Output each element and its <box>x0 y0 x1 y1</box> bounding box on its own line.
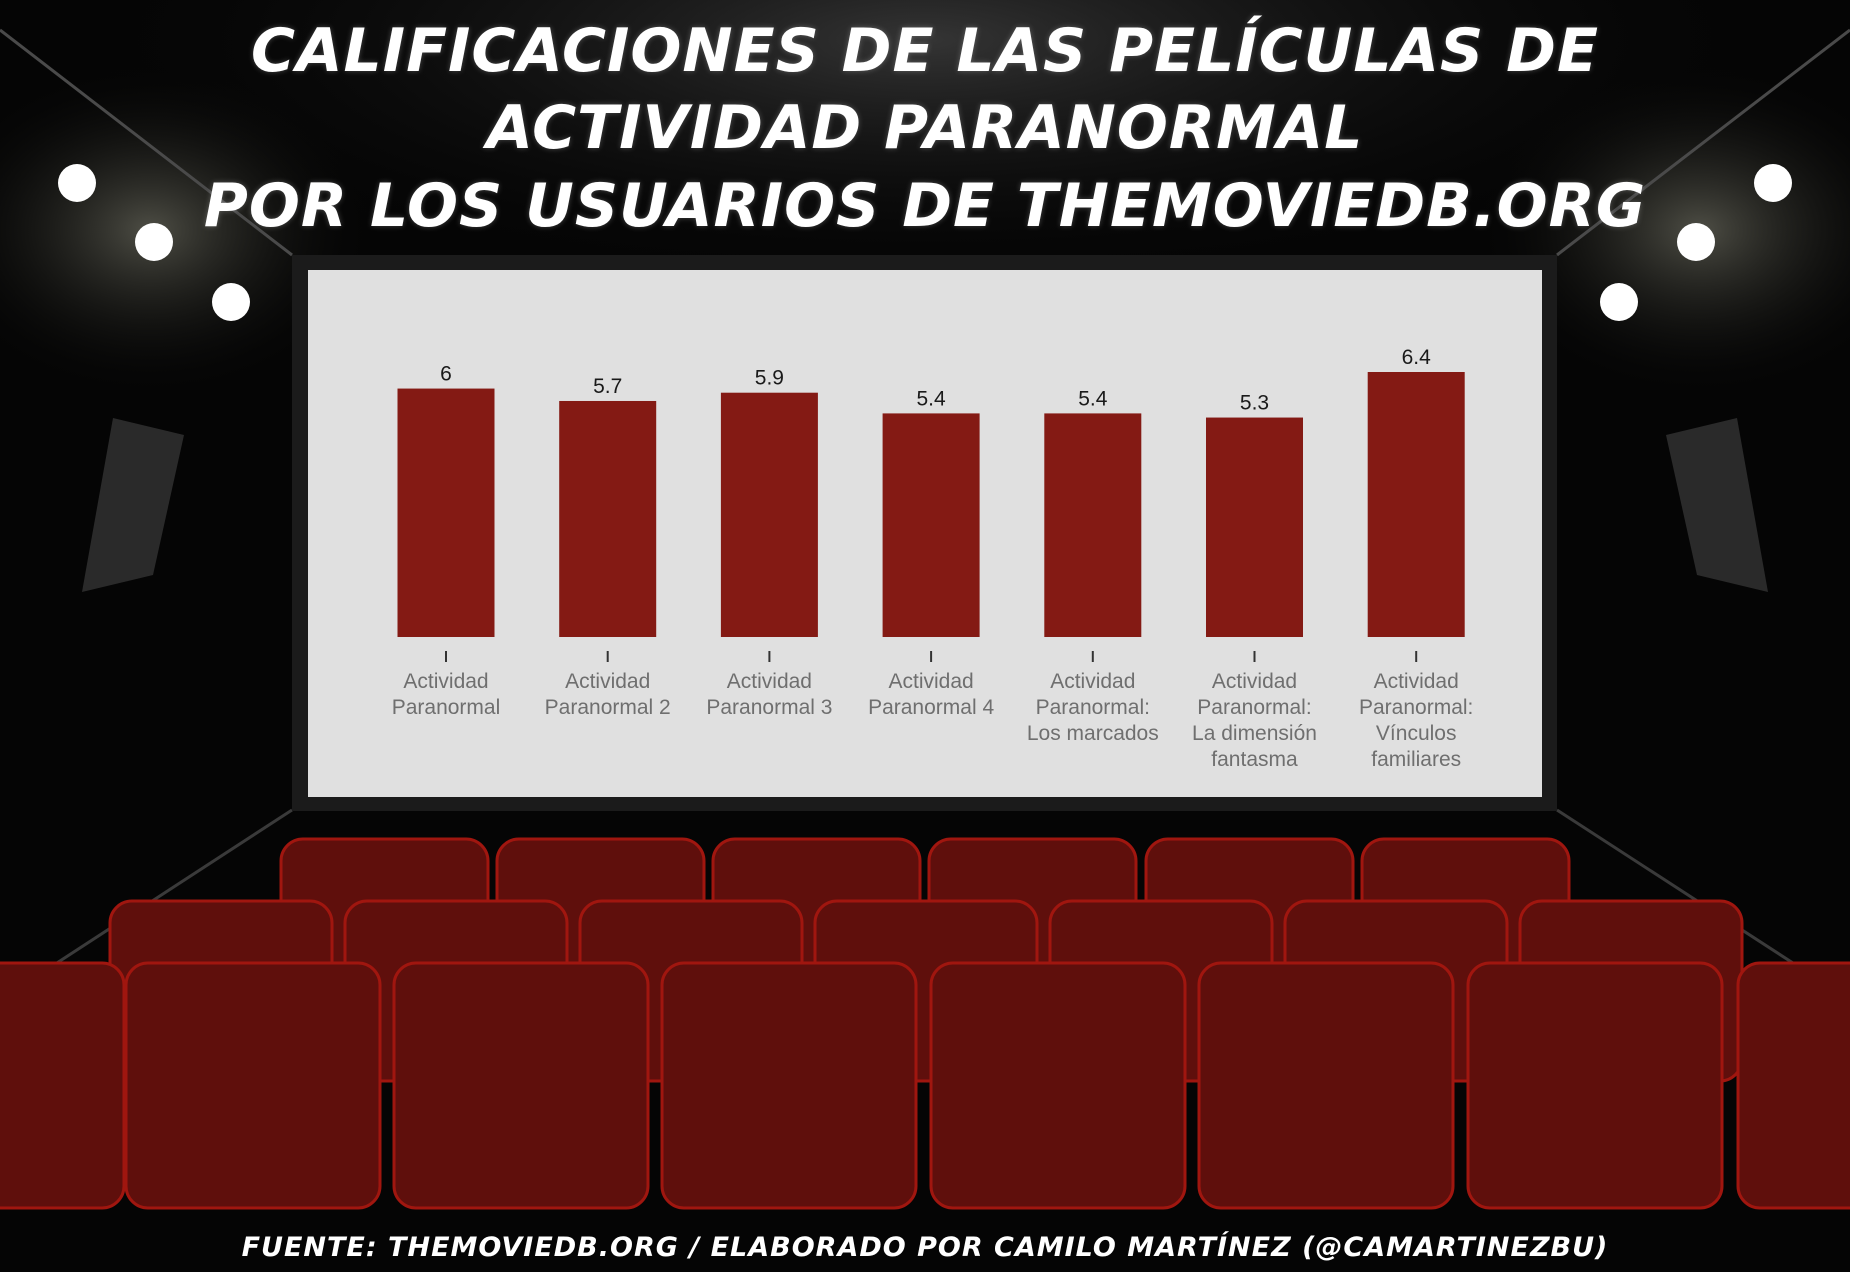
light-left-2 <box>135 223 173 261</box>
seat-row3-3 <box>660 961 918 1210</box>
x-tick-label-1: Actividad Paranormal <box>392 670 501 719</box>
seat-row3-7 <box>1736 961 1850 1210</box>
chart-title-line-3: por los usuarios de Themoviedb.org <box>203 171 1647 241</box>
x-tick-label-7: Actividad Paranormal: Vínculos familiares <box>1359 670 1473 771</box>
bar-4 <box>882 413 980 637</box>
bar-2 <box>559 400 657 637</box>
x-tick-label-5: Actividad Paranormal: Los marcados <box>1027 670 1159 745</box>
light-right-2 <box>1677 223 1715 261</box>
value-label-2: 5.7 <box>593 375 622 398</box>
bar-7 <box>1367 372 1465 637</box>
x-tick-label-4: Actividad Paranormal 4 <box>868 670 994 719</box>
seat-row3-2 <box>392 961 650 1210</box>
value-label-3: 5.9 <box>755 367 784 390</box>
speaker-left <box>82 418 184 592</box>
seat-row3-0 <box>0 961 126 1210</box>
bar-3 <box>720 392 818 637</box>
x-tick-label-2: Actividad Paranormal 2 <box>545 670 671 719</box>
x-tick-label-6: Actividad Paranormal: La dimensión fantasma <box>1192 670 1317 771</box>
seats <box>0 837 1850 1210</box>
light-left-3 <box>212 283 250 321</box>
seat-row3-5 <box>1197 961 1455 1210</box>
light-right-1 <box>1754 164 1792 202</box>
value-label-5: 5.4 <box>1078 387 1108 410</box>
seat-row3-4 <box>929 961 1187 1210</box>
source-footer: Fuente: Themoviedb.org / Elaborado por C… <box>241 1232 1609 1263</box>
light-left-1 <box>58 164 96 202</box>
value-label-1: 6 <box>440 363 452 386</box>
light-right-3 <box>1600 283 1638 321</box>
chart-title-line-1: Calificaciones de las películas de <box>251 16 1599 86</box>
seat-row3-1 <box>124 961 382 1210</box>
speaker-right <box>1666 418 1768 592</box>
x-tick-label-3: Actividad Paranormal 3 <box>706 670 832 719</box>
bar-1 <box>397 388 495 637</box>
value-label-6: 5.3 <box>1240 392 1269 415</box>
seat-row3-6 <box>1466 961 1724 1210</box>
bar-5 <box>1044 413 1142 637</box>
value-label-7: 6.4 <box>1402 346 1432 369</box>
value-label-4: 5.4 <box>916 387 946 410</box>
chart-title-line-2: Actividad Paranormal <box>486 93 1364 163</box>
bar-6 <box>1206 417 1303 637</box>
